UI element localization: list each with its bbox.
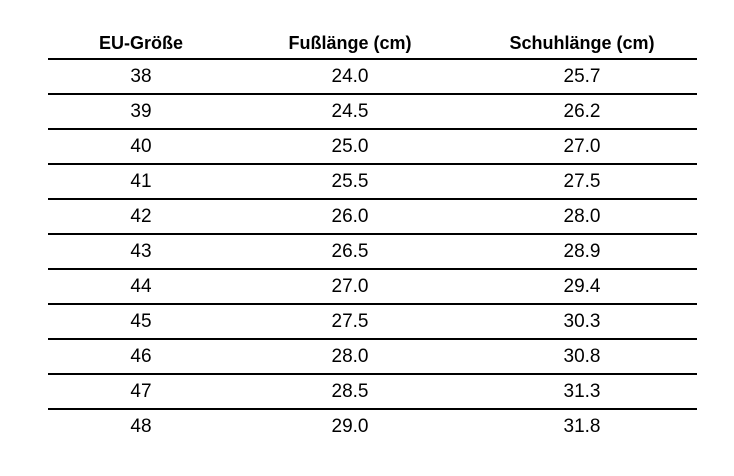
- row-rule: [48, 128, 697, 130]
- row-rule: [48, 198, 697, 200]
- table-cell: 43: [130, 241, 152, 262]
- table-cell: 25.0: [331, 136, 369, 157]
- table-cell: 26.5: [331, 241, 369, 262]
- table-cell: 46: [130, 346, 152, 367]
- row-rule: [48, 303, 697, 305]
- header-cell: Schuhlänge (cm): [509, 33, 655, 53]
- table-cell: 27.5: [331, 311, 369, 332]
- table-cell: 27.0: [563, 136, 601, 157]
- table-cell: 27.0: [331, 276, 369, 297]
- table-cell: 31.8: [563, 416, 601, 437]
- table-cell: 29.4: [563, 276, 601, 297]
- table-cell: 24.5: [331, 101, 369, 122]
- table-cell: 30.3: [563, 311, 601, 332]
- table-cell: 27.5: [563, 171, 601, 192]
- table-cell: 29.0: [331, 416, 369, 437]
- table-cell: 44: [130, 276, 152, 297]
- row-rule: [48, 163, 697, 165]
- table-cell: 38: [130, 66, 152, 87]
- header-cell: EU-Größe: [98, 33, 183, 53]
- table-cell: 28.5: [331, 381, 369, 402]
- table-cell: 28.0: [331, 346, 369, 367]
- table-cell: 25.5: [331, 171, 369, 192]
- table-cell: 39: [130, 101, 152, 122]
- table-cell: 25.7: [563, 66, 601, 87]
- row-rule: [48, 233, 697, 235]
- table-cell: 41: [130, 171, 152, 192]
- table-cell: 48: [130, 416, 152, 437]
- table-cell: 28.9: [563, 241, 601, 262]
- table-cell: 28.0: [563, 206, 601, 227]
- table-cell: 40: [130, 136, 152, 157]
- table-cell: 45: [130, 311, 152, 332]
- table-cell: 30.8: [563, 346, 601, 367]
- table-cell: 24.0: [331, 66, 369, 87]
- row-rule: [48, 93, 697, 95]
- row-rule: [48, 268, 697, 270]
- table-cell: 42: [130, 206, 152, 227]
- table-cell: 31.3: [563, 381, 601, 402]
- row-rule: [48, 408, 697, 410]
- table-cell: 26.0: [331, 206, 369, 227]
- row-rule: [48, 338, 697, 340]
- header-cell: Fußlänge (cm): [288, 33, 412, 53]
- row-rule: [48, 373, 697, 375]
- table-cell: 26.2: [563, 101, 601, 122]
- table-cell: 47: [130, 381, 152, 402]
- header-rule: [48, 58, 697, 60]
